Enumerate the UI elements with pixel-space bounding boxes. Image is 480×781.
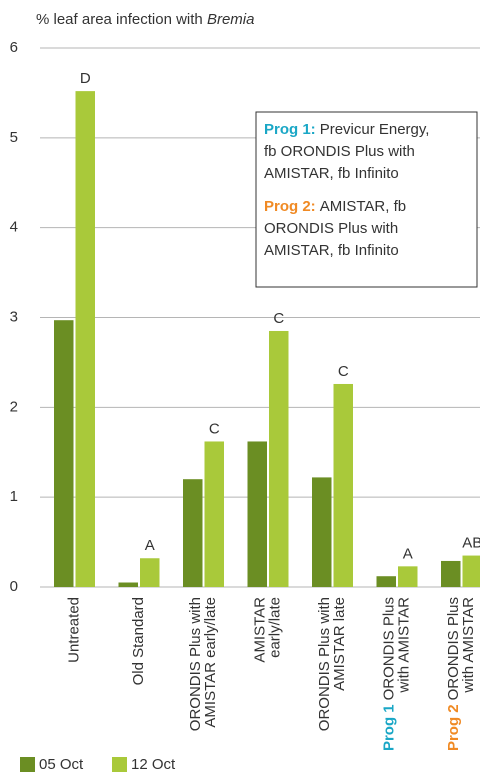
category-line: Untreated [65, 597, 82, 663]
bar [333, 383, 353, 587]
y-tick-label: 6 [10, 39, 18, 56]
category-line: with AMISTAR [460, 597, 477, 694]
significance-letter: C [209, 420, 220, 437]
legend-swatch [20, 757, 35, 772]
bar [269, 330, 289, 587]
note-text: fb ORONDIS Plus with [264, 143, 415, 160]
note-line: Prog 1: Previcur Energy, [264, 121, 429, 138]
legend-swatch [112, 757, 127, 772]
y-tick-label: 3 [10, 308, 18, 325]
x-tick-label: AMISTAR [251, 597, 268, 663]
note-line: Prog 2: AMISTAR, fb [264, 198, 406, 215]
y-tick-label: 5 [10, 129, 18, 146]
bar [247, 441, 267, 587]
significance-letter: D [80, 70, 91, 87]
significance-letter: A [403, 545, 413, 562]
note-label: Prog 1: [264, 121, 316, 138]
category-line: ORONDIS Plus [380, 597, 397, 700]
significance-letter: C [338, 363, 349, 380]
category-line: AMISTAR late [331, 597, 348, 691]
x-tick-label: AMISTAR late [331, 597, 348, 691]
x-tick-label: Old Standard [130, 597, 147, 685]
bar [204, 441, 224, 587]
bar [441, 560, 461, 587]
y-tick-label: 1 [10, 488, 18, 505]
x-tick-label: ORONDIS Plus with [187, 597, 204, 731]
x-tick-label: early/late [266, 597, 283, 658]
note-line: AMISTAR, fb Infinito [264, 242, 399, 259]
bar [312, 477, 332, 587]
bar [140, 558, 160, 587]
category-line: early/late [266, 597, 283, 658]
category-line: AMISTAR early/late [202, 597, 219, 728]
significance-letter: AB [462, 535, 480, 552]
category-tag: Prog 1 [380, 704, 397, 751]
note-box [255, 111, 478, 288]
bar [376, 576, 396, 587]
note-label: Prog 2: [264, 198, 316, 215]
bar [75, 91, 95, 588]
note-text: AMISTAR, fb Infinito [264, 165, 399, 182]
x-tick-label: with AMISTAR [460, 597, 477, 694]
x-tick-label: with AMISTAR [395, 597, 412, 694]
category-line: AMISTAR [251, 597, 268, 663]
x-tick-label: ORONDIS Plus with [316, 597, 333, 731]
title-text: % leaf area infection with [36, 11, 207, 28]
x-tick-label: AMISTAR early/late [202, 597, 219, 728]
note-text: AMISTAR, fb [320, 198, 406, 215]
note-text: AMISTAR, fb Infinito [264, 242, 399, 259]
category-line: ORONDIS Plus with [316, 597, 333, 731]
category-line: ORONDIS Plus [445, 597, 462, 700]
bar [183, 479, 203, 587]
y-tick-label: 0 [10, 578, 18, 595]
y-tick-label: 4 [10, 219, 18, 236]
x-tick-label: Prog 1 ORONDIS Plus [380, 597, 397, 751]
bar [118, 582, 138, 587]
legend-label: 05 Oct [39, 756, 84, 773]
category-line: ORONDIS Plus with [187, 597, 204, 731]
legend-label: 12 Oct [131, 756, 176, 773]
y-tick-label: 2 [10, 398, 18, 415]
chart-title: % leaf area infection with Bremia [36, 11, 254, 28]
note-line: fb ORONDIS Plus with [264, 143, 415, 160]
x-tick-label: Prog 2 ORONDIS Plus [445, 597, 462, 751]
title-italic: Bremia [207, 11, 255, 28]
bar [54, 320, 74, 587]
note-text: ORONDIS Plus with [264, 220, 398, 237]
category-tag: Prog 2 [445, 704, 462, 751]
x-tick-label: Untreated [65, 597, 82, 663]
note-text: Previcur Energy, [320, 121, 430, 138]
category-line: Old Standard [130, 597, 147, 685]
significance-letter: C [273, 310, 284, 327]
note-line: AMISTAR, fb Infinito [264, 165, 399, 182]
category-line: with AMISTAR [395, 597, 412, 694]
note-line: ORONDIS Plus with [264, 220, 398, 237]
bar [398, 566, 418, 587]
bar [462, 555, 480, 587]
significance-letter: A [145, 537, 155, 554]
